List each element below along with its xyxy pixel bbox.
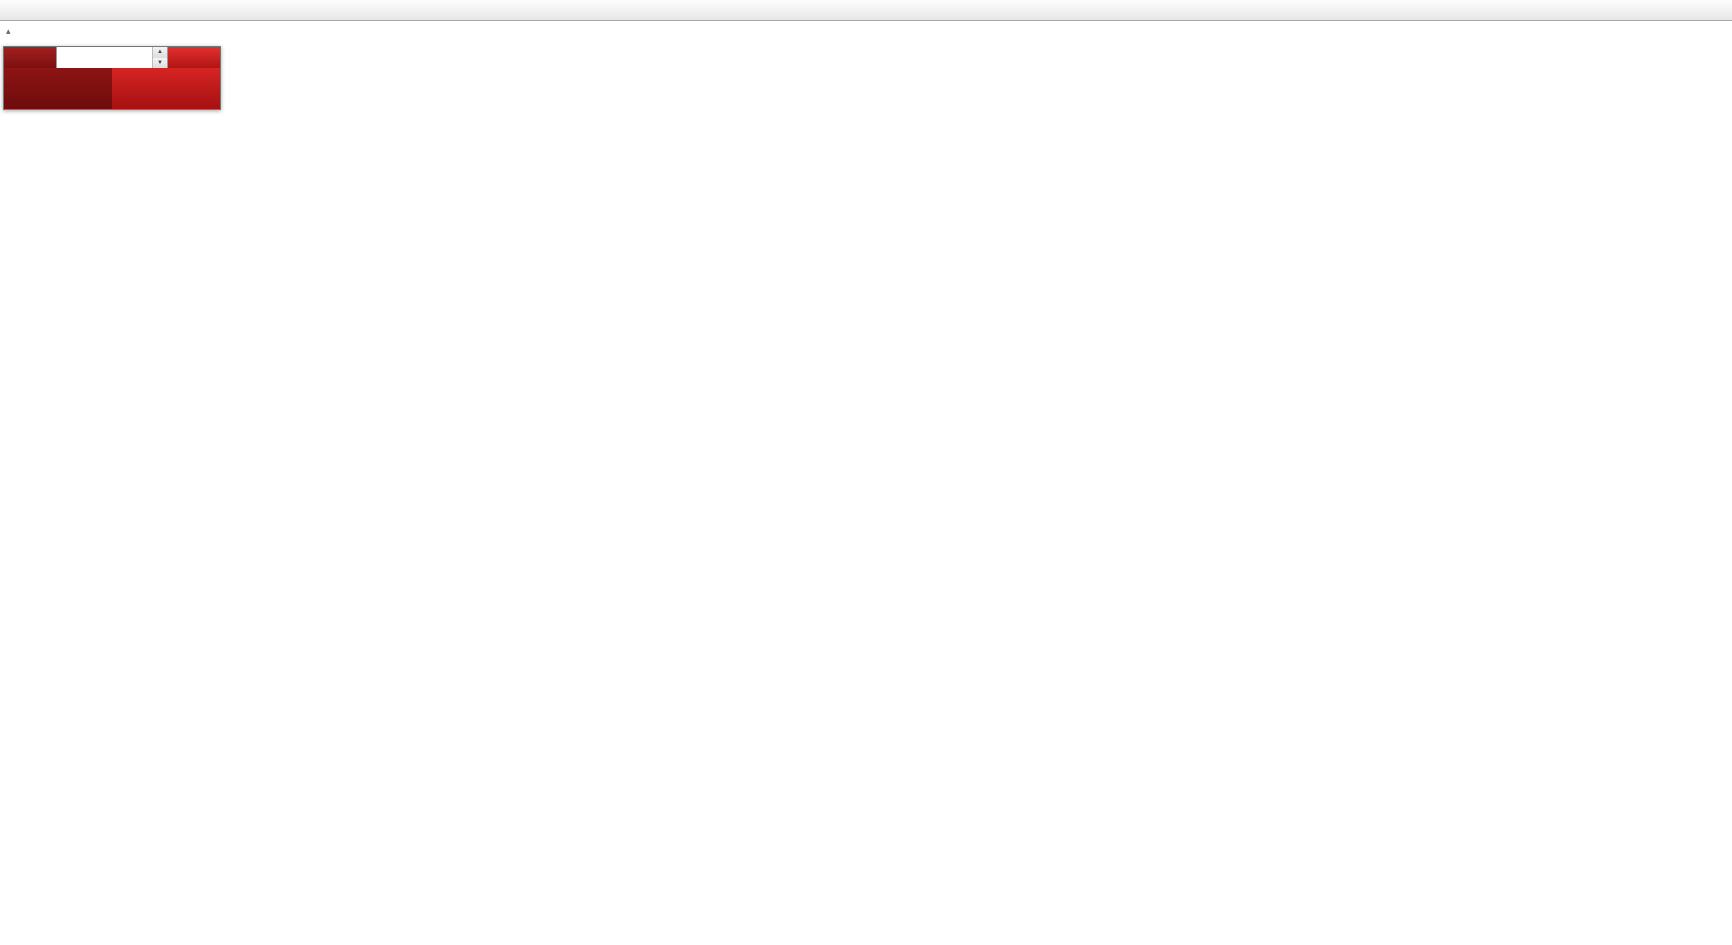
buy-price-button[interactable] — [112, 68, 220, 109]
chart-canvas[interactable] — [0, 20, 1732, 945]
volume-field[interactable]: ▲ ▼ — [56, 47, 168, 68]
one-click-trading-panel: ▲ ▼ — [3, 46, 221, 110]
buy-button[interactable] — [168, 47, 220, 68]
oct-collapse-icon[interactable]: ▴ — [6, 26, 11, 36]
chart-title-bar: ▴ — [6, 26, 46, 37]
volume-value[interactable] — [57, 47, 152, 68]
volume-up-button[interactable]: ▲ — [153, 47, 167, 58]
sell-button[interactable] — [4, 47, 56, 68]
volume-spinner: ▲ ▼ — [152, 47, 167, 68]
sell-price-button[interactable] — [4, 68, 112, 109]
toolbar — [0, 0, 1732, 21]
chart-window: ▴ ▲ ▼ — [0, 20, 1732, 945]
volume-down-button[interactable]: ▼ — [153, 57, 167, 68]
